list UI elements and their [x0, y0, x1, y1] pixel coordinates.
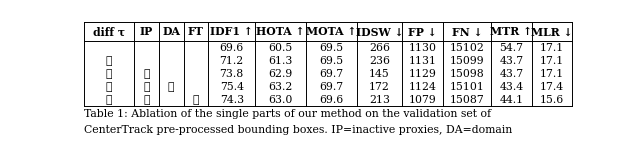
Text: 61.3: 61.3: [268, 56, 292, 66]
Text: DA: DA: [162, 26, 180, 37]
Text: 69.7: 69.7: [319, 82, 343, 92]
Text: 75.4: 75.4: [220, 82, 244, 92]
Text: ✓: ✓: [168, 82, 175, 92]
Text: IDF1 ↑: IDF1 ↑: [211, 26, 253, 37]
Text: 69.7: 69.7: [319, 69, 343, 79]
Text: 15098: 15098: [449, 69, 484, 79]
Text: 43.7: 43.7: [499, 69, 524, 79]
Text: 17.1: 17.1: [540, 69, 564, 79]
Text: IP: IP: [140, 26, 153, 37]
Text: 145: 145: [369, 69, 390, 79]
Text: ✓: ✓: [143, 69, 150, 79]
Text: IDSW ↓: IDSW ↓: [356, 26, 403, 37]
Text: ✓: ✓: [106, 69, 112, 79]
Text: ✓: ✓: [143, 95, 150, 105]
Text: 17.4: 17.4: [540, 82, 564, 92]
Text: 15101: 15101: [449, 82, 484, 92]
Text: CenterTrack pre-processed bounding boxes. IP=inactive proxies, DA=domain: CenterTrack pre-processed bounding boxes…: [84, 125, 512, 135]
Text: diff τ: diff τ: [93, 26, 125, 37]
Text: 74.3: 74.3: [220, 95, 244, 105]
Text: ✓: ✓: [106, 95, 112, 105]
Text: HOTA ↑: HOTA ↑: [256, 26, 305, 37]
Text: 60.5: 60.5: [268, 43, 292, 53]
Text: 63.2: 63.2: [268, 82, 292, 92]
Text: 1131: 1131: [408, 56, 436, 66]
Text: 63.0: 63.0: [268, 95, 292, 105]
Text: 44.1: 44.1: [499, 95, 524, 105]
Text: MTR ↑: MTR ↑: [490, 26, 532, 37]
Text: MOTA ↑: MOTA ↑: [306, 26, 356, 37]
Text: ✓: ✓: [193, 95, 199, 105]
Text: 1079: 1079: [408, 95, 436, 105]
Text: 73.8: 73.8: [220, 69, 244, 79]
Text: 69.5: 69.5: [319, 43, 343, 53]
Text: 71.2: 71.2: [220, 56, 244, 66]
Text: 1129: 1129: [408, 69, 436, 79]
Text: 15087: 15087: [449, 95, 484, 105]
Text: 1124: 1124: [408, 82, 436, 92]
Text: 15099: 15099: [450, 56, 484, 66]
Text: Table 1: Ablation of the single parts of our method on the validation set of: Table 1: Ablation of the single parts of…: [84, 109, 491, 119]
Text: 69.5: 69.5: [319, 56, 343, 66]
Text: 69.6: 69.6: [220, 43, 244, 53]
Text: 62.9: 62.9: [268, 69, 292, 79]
Text: 266: 266: [369, 43, 390, 53]
Text: ✓: ✓: [106, 82, 112, 92]
Text: 236: 236: [369, 56, 390, 66]
Text: 43.4: 43.4: [499, 82, 524, 92]
Text: 213: 213: [369, 95, 390, 105]
Text: 17.1: 17.1: [540, 56, 564, 66]
Text: ✓: ✓: [143, 82, 150, 92]
Text: FT: FT: [188, 26, 204, 37]
Text: FP ↓: FP ↓: [408, 26, 436, 37]
Text: 172: 172: [369, 82, 390, 92]
Text: 43.7: 43.7: [499, 56, 524, 66]
Text: ✓: ✓: [106, 56, 112, 66]
Text: 15102: 15102: [449, 43, 484, 53]
Text: 54.7: 54.7: [499, 43, 524, 53]
Text: 1130: 1130: [408, 43, 436, 53]
Text: 17.1: 17.1: [540, 43, 564, 53]
Text: 69.6: 69.6: [319, 95, 344, 105]
Text: FN ↓: FN ↓: [452, 26, 483, 37]
Text: 15.6: 15.6: [540, 95, 564, 105]
Text: MLR ↓: MLR ↓: [531, 26, 573, 37]
